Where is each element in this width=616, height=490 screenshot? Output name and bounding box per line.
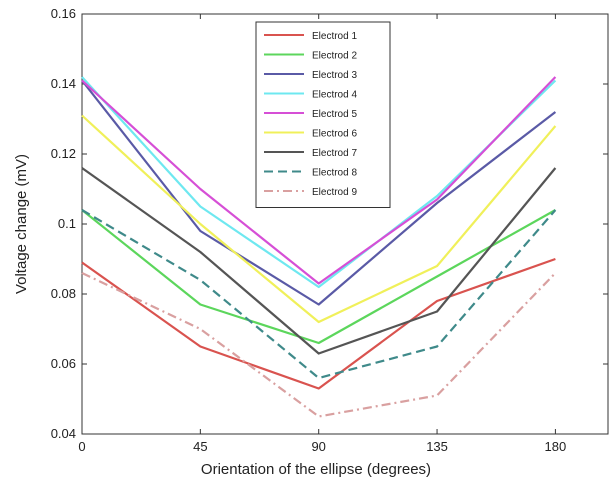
legend-label: Electrod 2 xyxy=(312,51,357,62)
y-axis: 0.04 0.06 0.08 0.1 0.12 0.14 0.16 xyxy=(51,6,608,441)
x-tick-label: 90 xyxy=(311,439,325,454)
y-tick-label: 0.12 xyxy=(51,146,76,161)
legend-label: Electrod 4 xyxy=(312,90,357,101)
legend-label: Electrod 5 xyxy=(312,109,357,120)
x-axis-title: Orientation of the ellipse (degrees) xyxy=(201,461,431,478)
y-tick-label: 0.08 xyxy=(51,286,76,301)
y-axis-title: Voltage change (mV) xyxy=(13,154,30,294)
y-tick-label: 0.06 xyxy=(51,356,76,371)
legend-label: Electrod 1 xyxy=(312,31,357,42)
x-tick-label: 180 xyxy=(545,439,567,454)
legend-box xyxy=(255,21,391,208)
y-tick-label: 0.14 xyxy=(51,76,76,91)
series-line-5 xyxy=(81,76,557,285)
legend-label: Electrod 6 xyxy=(312,129,357,140)
legend-label: Electrod 3 xyxy=(312,70,357,81)
y-tick-label: 0.16 xyxy=(51,6,76,21)
series-line-7 xyxy=(81,167,557,355)
series-line-1 xyxy=(81,257,556,390)
legend-label: Electrod 7 xyxy=(312,148,357,159)
series-line-2 xyxy=(81,209,556,345)
y-tick-label: 0.1 xyxy=(58,216,76,231)
x-tick-label: 45 xyxy=(193,439,207,454)
series-line-3 xyxy=(81,79,557,306)
x-axis: 0 45 90 135 180 xyxy=(78,14,566,454)
series-line-6 xyxy=(81,114,557,324)
series-line-8 xyxy=(81,209,557,380)
y-tick-label: 0.04 xyxy=(51,426,76,441)
series-layer xyxy=(81,76,557,418)
x-tick-label: 135 xyxy=(426,439,448,454)
legend: Electrod 1 Electrod 2 Electrod 3 Electrod 4… xyxy=(255,21,391,208)
legend-label: Electrod 8 xyxy=(312,168,357,179)
x-tick-label: 0 xyxy=(78,439,85,454)
legend-label: Electrod 9 xyxy=(312,187,357,198)
